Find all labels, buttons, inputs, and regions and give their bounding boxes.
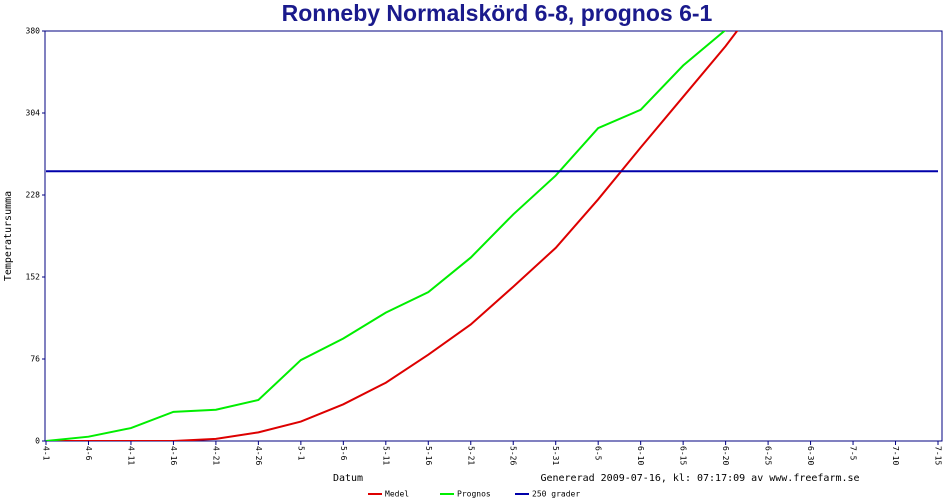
- series-line: [46, 31, 739, 441]
- legend-label: Medel: [385, 490, 409, 499]
- x-tick-label: 5-21: [466, 446, 475, 465]
- legend-label: Prognos: [457, 490, 491, 499]
- x-tick-label: 7-10: [891, 446, 900, 465]
- plot-frame: [44, 30, 943, 442]
- x-tick-label: 5-26: [509, 446, 518, 465]
- x-tick-label: 6-10: [636, 446, 645, 465]
- y-axis-label: Temperatursumma: [3, 191, 14, 281]
- x-tick-label: 4-1: [42, 446, 51, 461]
- y-tick-label: 380: [26, 27, 41, 36]
- x-tick-label: 6-25: [764, 446, 773, 465]
- x-tick-label: 7-5: [849, 446, 858, 461]
- x-tick-label: 6-30: [806, 446, 815, 465]
- x-tick-label: 6-5: [594, 446, 603, 461]
- x-tick-label: 4-16: [169, 446, 178, 465]
- x-tick-label: 4-26: [254, 446, 263, 465]
- x-tick-label: 5-16: [424, 446, 433, 465]
- x-tick-label: 6-15: [679, 446, 688, 465]
- x-tick-label: 5-1: [296, 446, 305, 461]
- footer-note: Genererad 2009-07-16, kl: 07:17:09 av ww…: [540, 473, 859, 484]
- y-tick-label: 0: [35, 437, 40, 446]
- y-tick-label: 228: [26, 191, 41, 200]
- x-axis-label: Datum: [333, 473, 363, 484]
- y-tick-label: 76: [30, 355, 40, 364]
- series-line: [45, 31, 726, 441]
- plot-lines: [45, 31, 938, 441]
- x-tick-label: 4-21: [211, 446, 220, 465]
- x-tick-label: 4-6: [84, 446, 93, 461]
- x-tick-label: 5-11: [381, 446, 390, 465]
- y-tick-label: 152: [26, 273, 41, 282]
- legend-label: 250 grader: [532, 490, 580, 499]
- y-tick-label: 304: [26, 109, 41, 118]
- x-tick-label: 7-15: [934, 446, 943, 465]
- x-tick-label: 5-31: [551, 446, 560, 465]
- x-tick-label: 6-20: [721, 446, 730, 465]
- chart-title: Ronneby Normalskörd 6-8, prognos 6-1: [282, 0, 713, 26]
- x-tick-label: 5-6: [339, 446, 348, 461]
- x-tick-label: 4-11: [126, 446, 135, 465]
